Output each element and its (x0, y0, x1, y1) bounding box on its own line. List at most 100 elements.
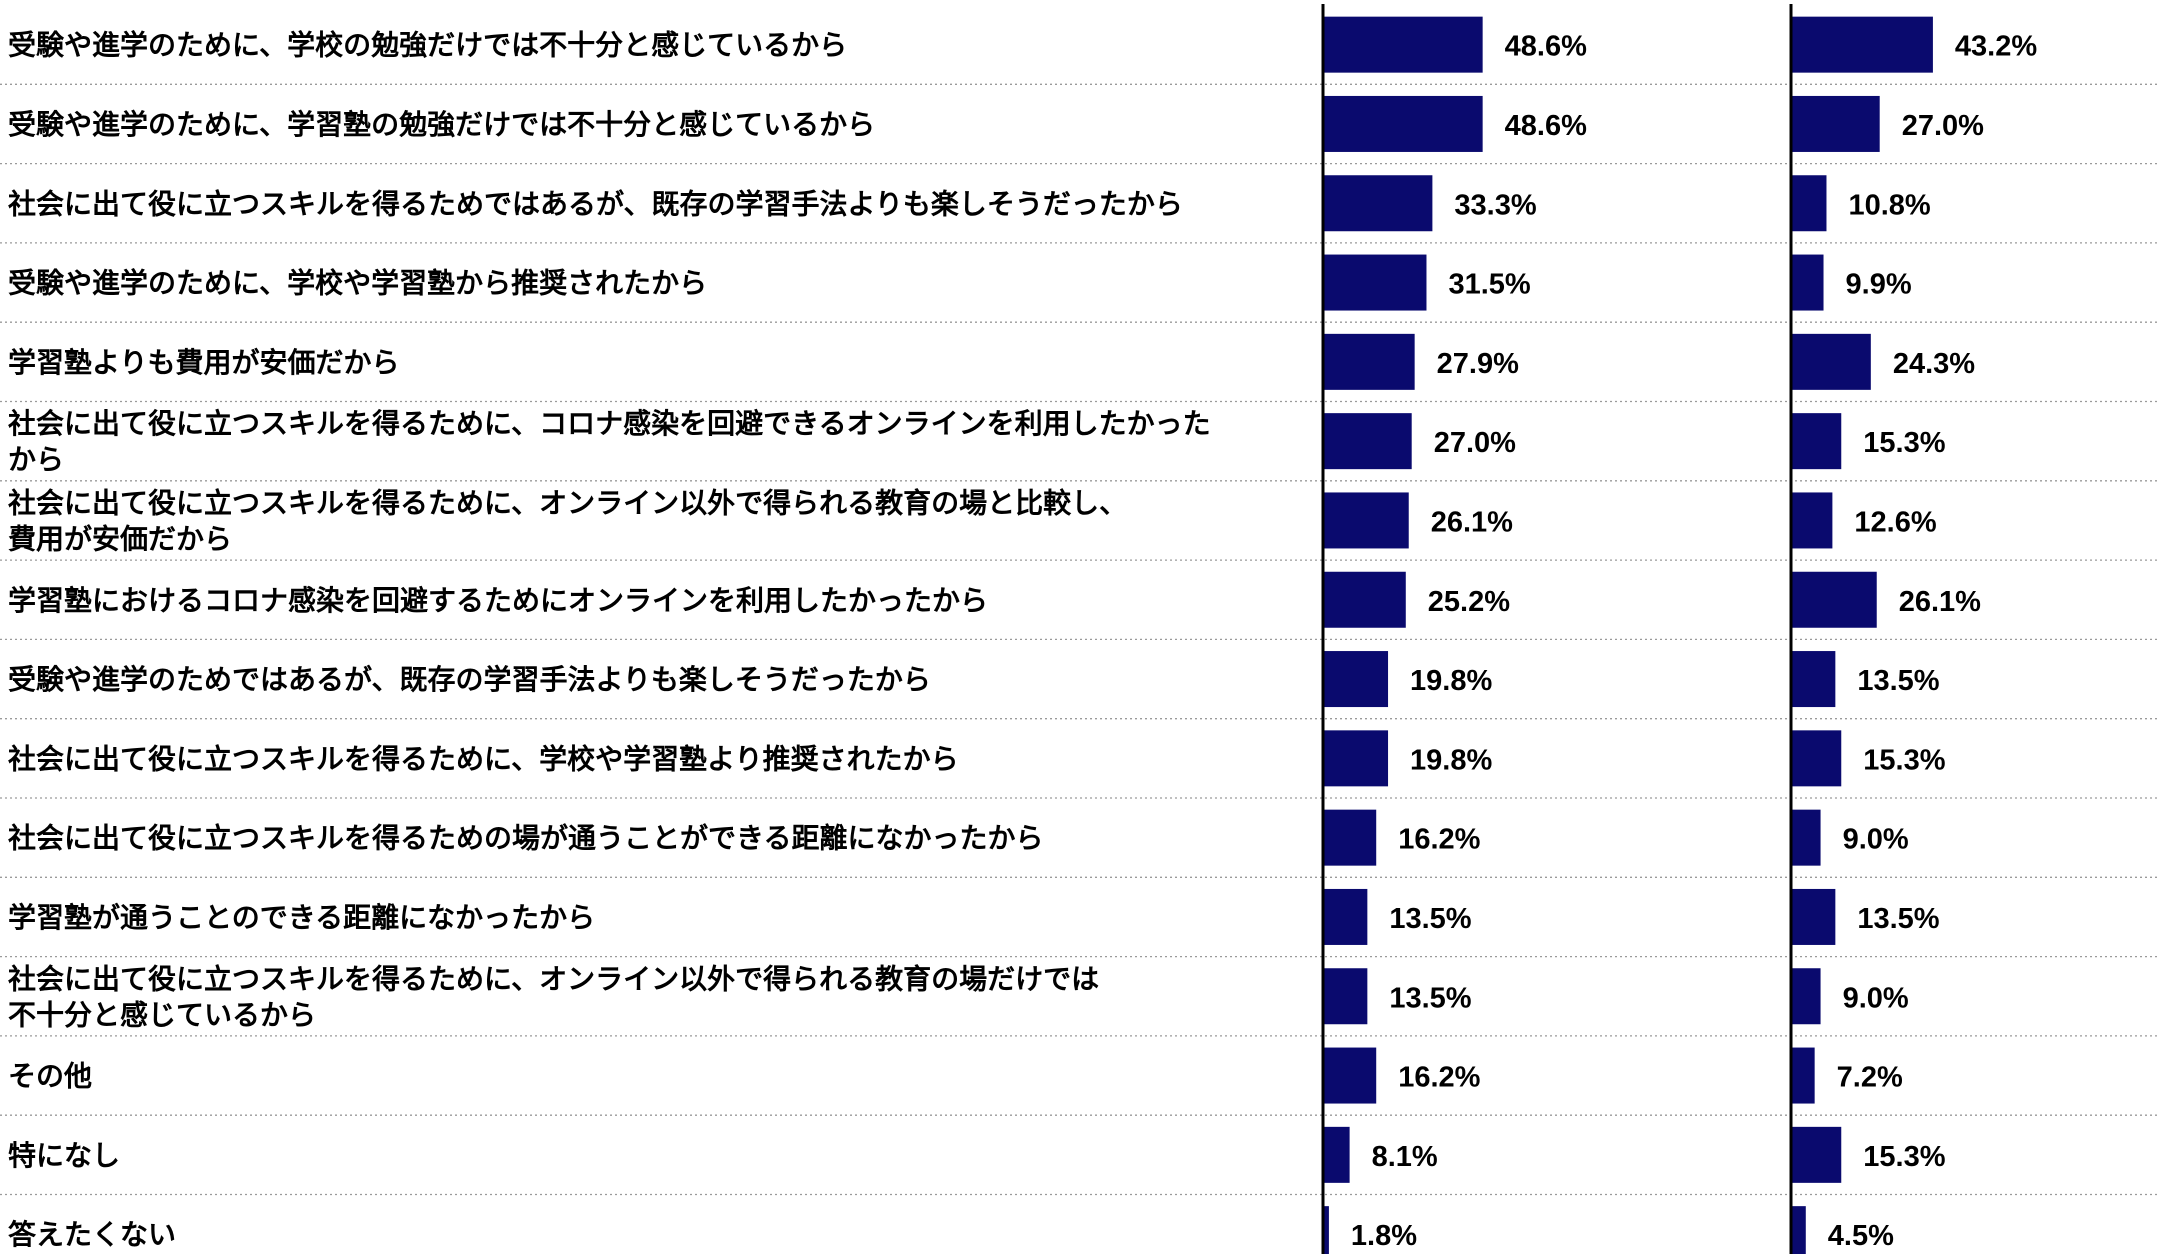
category-label-line: 学習塾が通うことのできる距離になかったから (8, 901, 595, 934)
category-label-line: 受験や進学のために、学校や学習塾から推奨されたから (8, 267, 707, 300)
data-label: 27.0% (1434, 427, 1516, 459)
category-label: 社会に出て役に立つスキルを得るための場が通うことができる距離になかったから (8, 822, 1043, 855)
bar (1791, 95, 1880, 152)
category-label-line: 社会に出て役に立つスキルを得るために、オンライン以外で得られる教育の場だけでは (8, 962, 1099, 995)
data-label: 48.6% (1505, 31, 1587, 63)
category-label-line: 社会に出て役に立つスキルを得るために、オンライン以外で得られる教育の場と比較し、 (8, 486, 1127, 519)
category-label-line: 社会に出て役に立つスキルを得るために、学校や学習塾より推奨されたから (8, 742, 959, 775)
data-label: 25.2% (1428, 586, 1510, 618)
bar (1791, 888, 1836, 945)
data-label: 43.2% (1955, 31, 2037, 63)
data-label: 48.6% (1505, 110, 1587, 142)
data-label: 31.5% (1448, 269, 1530, 301)
category-label-line: 社会に出て役に立つスキルを得るための場が通うことができる距離になかったから (8, 822, 1043, 855)
data-label: 12.6% (1854, 506, 1936, 538)
bar (1323, 333, 1415, 390)
bar (1323, 95, 1483, 152)
bar (1791, 968, 1821, 1025)
data-label: 13.5% (1857, 665, 1939, 697)
category-label-line: 答えたくない (8, 1218, 176, 1251)
category-label: 学習塾よりも費用が安価だから (8, 346, 399, 379)
data-label: 13.5% (1389, 903, 1471, 935)
category-label: 社会に出て役に立つスキルを得るためではあるが、既存の学習手法よりも楽しそうだった… (8, 187, 1183, 220)
chart-panel-1: 48.6% 48.6% 33.3% 31.5% 27.9% 27.0% 26.1% 25.2%… (1321, 4, 1587, 1254)
data-label: 33.3% (1454, 189, 1536, 221)
bar (1323, 968, 1368, 1025)
bar (1791, 1047, 1815, 1104)
data-label: 8.1% (1372, 1141, 1438, 1173)
bar (1791, 571, 1877, 628)
bar (1323, 492, 1409, 549)
category-label-line: から (8, 443, 64, 476)
bar (1791, 1206, 1806, 1254)
category-label-line: 受験や進学のために、学校の勉強だけでは不十分と感じているから (8, 29, 847, 62)
data-label: 9.0% (1843, 824, 1909, 856)
data-label: 27.0% (1902, 110, 1984, 142)
bar (1323, 413, 1412, 470)
bar (1791, 175, 1827, 232)
bar (1323, 175, 1433, 232)
data-label: 10.8% (1848, 189, 1930, 221)
data-label: 19.8% (1410, 744, 1492, 776)
data-label: 16.2% (1398, 824, 1480, 856)
data-label: 15.3% (1863, 744, 1945, 776)
category-label: 受験や進学のために、学習塾の勉強だけでは不十分と感じているから (8, 108, 875, 141)
category-label-line: その他 (8, 1060, 92, 1093)
category-label-line: 費用が安価だから (8, 522, 232, 555)
category-labels: 受験や進学のために、学校の勉強だけでは不十分と感じているから受験や進学のために、… (8, 29, 1211, 1252)
bar (1791, 1126, 1842, 1183)
category-label-line: 学習塾よりも費用が安価だから (8, 346, 399, 379)
data-label: 13.5% (1857, 903, 1939, 935)
data-label: 9.9% (1846, 269, 1912, 301)
category-label: 特になし (8, 1139, 120, 1172)
bar (1323, 651, 1389, 708)
data-label: 9.0% (1843, 982, 1909, 1014)
bar (1323, 888, 1368, 945)
category-label: 答えたくない (8, 1218, 176, 1251)
category-label-line: 特になし (8, 1139, 120, 1172)
data-label: 27.9% (1437, 348, 1519, 380)
data-label: 24.3% (1893, 348, 1975, 380)
bar (1323, 1047, 1377, 1104)
category-label-line: 学習塾におけるコロナ感染を回避するためにオンラインを利用したかったから (8, 584, 988, 617)
data-label: 19.8% (1410, 665, 1492, 697)
chart-panel-2: 43.2% 27.0% 10.8% 9.9% 24.3% 15.3% 12.6% 26.1% 1… (1789, 4, 2037, 1254)
category-label: 社会に出て役に立つスキルを得るために、オンライン以外で得られる教育の場だけでは不… (8, 962, 1099, 1031)
bar (1323, 1206, 1329, 1254)
category-label-line: 受験や進学のために、学習塾の勉強だけでは不十分と感じているから (8, 108, 875, 141)
data-label: 15.3% (1863, 427, 1945, 459)
data-label: 15.3% (1863, 1141, 1945, 1173)
category-label: 社会に出て役に立つスキルを得るために、オンライン以外で得られる教育の場と比較し、… (8, 486, 1127, 555)
category-label-line: 社会に出て役に立つスキルを得るために、コロナ感染を回避できるオンラインを利用した… (8, 407, 1211, 440)
bar (1323, 809, 1377, 866)
bar (1323, 16, 1483, 73)
category-label: 受験や進学のために、学校や学習塾から推奨されたから (8, 267, 707, 300)
bar (1791, 809, 1821, 866)
category-label: 学習塾が通うことのできる距離になかったから (8, 901, 595, 934)
bar (1791, 254, 1824, 311)
bar (1791, 413, 1842, 470)
bar (1323, 1126, 1350, 1183)
bar (1791, 730, 1842, 787)
bar (1323, 254, 1427, 311)
category-label: その他 (8, 1060, 92, 1093)
category-label: 社会に出て役に立つスキルを得るために、コロナ感染を回避できるオンラインを利用した… (8, 407, 1211, 476)
category-label: 学習塾におけるコロナ感染を回避するためにオンラインを利用したかったから (8, 584, 988, 617)
bar (1791, 651, 1836, 708)
bar (1791, 492, 1833, 549)
category-label: 受験や進学のために、学校の勉強だけでは不十分と感じているから (8, 29, 847, 62)
data-label: 4.5% (1828, 1220, 1894, 1252)
bar (1323, 730, 1389, 787)
data-label: 16.2% (1398, 1062, 1480, 1094)
data-label: 7.2% (1837, 1062, 1903, 1094)
row-separators (0, 83, 2157, 1196)
data-label: 1.8% (1351, 1220, 1417, 1252)
category-label-line: 受験や進学のためではあるが、既存の学習手法よりも楽しそうだったから (8, 663, 931, 696)
bar (1791, 16, 1933, 73)
category-label-line: 社会に出て役に立つスキルを得るためではあるが、既存の学習手法よりも楽しそうだった… (8, 187, 1183, 220)
bar (1791, 333, 1871, 390)
bar (1323, 571, 1406, 628)
category-label-line: 不十分と感じているから (8, 998, 316, 1031)
data-label: 13.5% (1389, 982, 1471, 1014)
